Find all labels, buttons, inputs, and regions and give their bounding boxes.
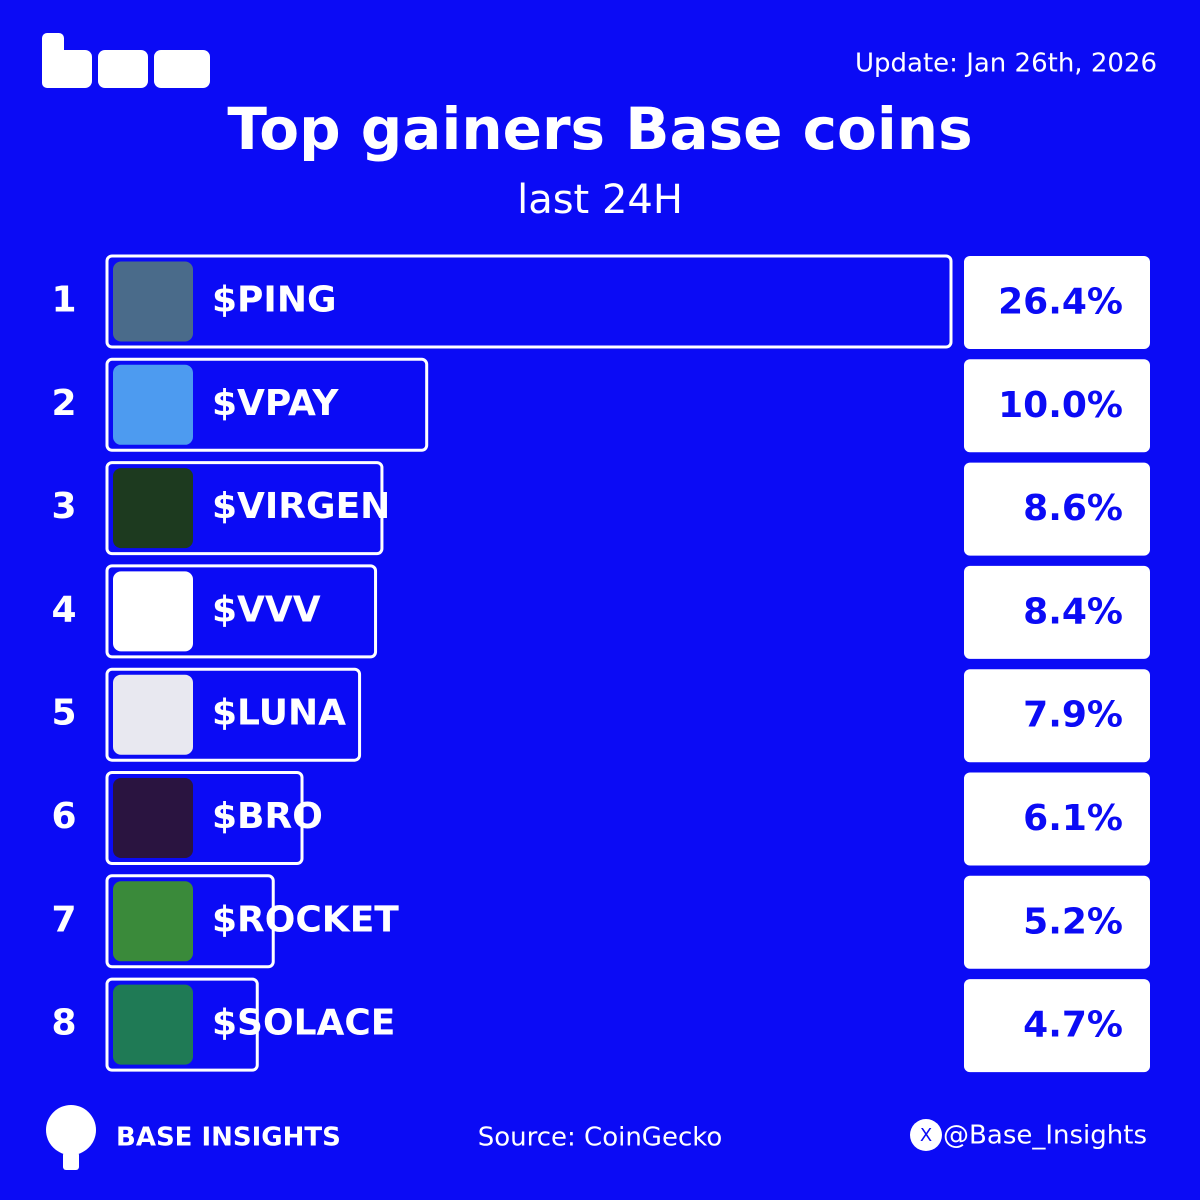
value-box <box>964 772 1150 866</box>
coin-icon <box>113 984 193 1065</box>
chart-title: Top gainers Base coins <box>227 95 972 163</box>
logo <box>42 33 210 88</box>
rank: 3 <box>51 486 76 527</box>
coin-icon <box>113 778 193 858</box>
value-box <box>964 462 1150 556</box>
rank: 5 <box>51 693 76 734</box>
coin-icon <box>113 261 193 342</box>
coin-name: $ROCKET <box>212 899 399 940</box>
rank: 7 <box>51 899 76 940</box>
rank: 1 <box>51 280 76 321</box>
coin-name: $VIRGEN <box>212 486 390 527</box>
coin-name: $BRO <box>212 796 323 837</box>
coin-icon <box>113 468 193 549</box>
value-label: 4.7% <box>1023 1005 1123 1046</box>
coin-name: $SOLACE <box>212 1003 395 1044</box>
coin-icon <box>113 571 193 652</box>
value-label: 26.4% <box>998 282 1123 323</box>
coin-icon <box>113 364 193 445</box>
coin-name: $VPAY <box>212 383 339 424</box>
value-box <box>964 979 1150 1073</box>
value-label: 7.9% <box>1023 695 1123 736</box>
coin-icon <box>113 674 193 755</box>
coin-name: $PING <box>212 280 337 321</box>
value-label: 10.0% <box>998 385 1123 426</box>
coin-name: $LUNA <box>212 693 346 734</box>
handle: @Base_Insights <box>943 1121 1147 1151</box>
value-label: 5.2% <box>1023 901 1123 942</box>
value-label: 8.6% <box>1023 488 1123 529</box>
brand-name: BASE INSIGHTS <box>116 1123 341 1153</box>
rank: 2 <box>51 383 76 424</box>
value-box <box>964 875 1150 969</box>
value-box <box>964 359 1150 453</box>
rank: 8 <box>51 1003 76 1044</box>
rank: 4 <box>51 589 76 630</box>
x-icon <box>910 1119 942 1151</box>
x-icon-glyph: X <box>920 1125 932 1146</box>
update-date: Update: Jan 26th, 2026 <box>855 49 1157 79</box>
value-label: 6.1% <box>1023 798 1123 839</box>
rank: 6 <box>51 796 76 837</box>
value-box <box>964 565 1150 659</box>
value-label: 8.4% <box>1023 591 1123 632</box>
brand-icon <box>46 1105 96 1170</box>
chart-subtitle: last 24H <box>517 177 683 223</box>
source: Source: CoinGecko <box>478 1123 723 1153</box>
value-box <box>964 256 1150 349</box>
value-box <box>964 669 1150 763</box>
bar <box>105 254 953 349</box>
coin-icon <box>113 881 193 962</box>
coin-name: $VVV <box>212 589 321 630</box>
